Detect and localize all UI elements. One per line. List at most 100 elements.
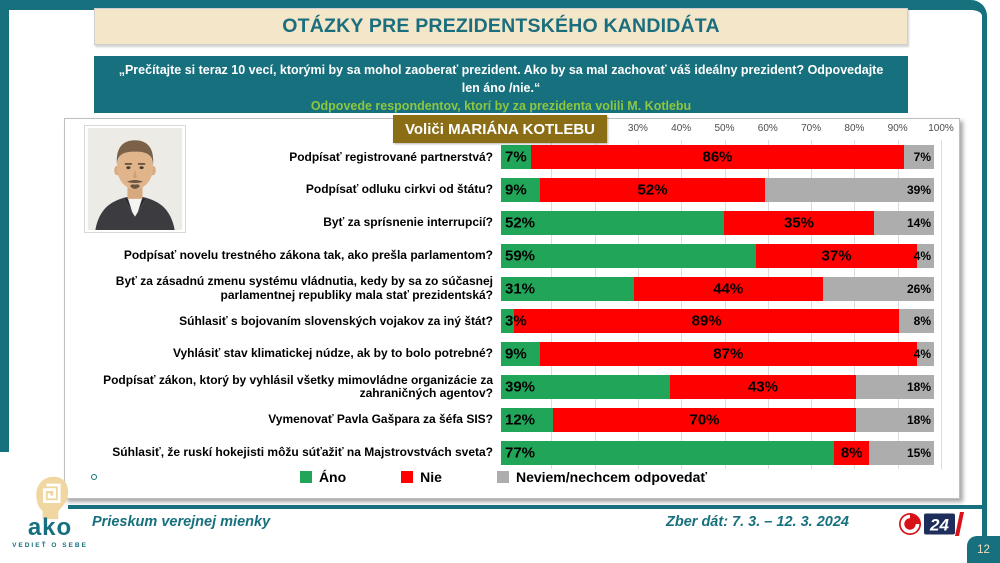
bar-value-label: 31% xyxy=(505,280,536,298)
voter-group-label: Voliči MARIÁNA KOTLEBU xyxy=(405,120,595,138)
gridline xyxy=(594,140,596,469)
footer-divider xyxy=(68,505,985,509)
bar-segment-ano: 3% xyxy=(501,309,527,334)
stacked-bar: 12% 70% 18% xyxy=(501,407,934,432)
bar-value-label: 52% xyxy=(637,181,668,199)
slide-frame-left-band xyxy=(0,0,9,452)
stacked-bar: 59% 37% 4% xyxy=(501,243,934,268)
survey-question-text: „Prečítajte si teraz 10 vecí, ktorými by… xyxy=(118,63,884,95)
bar-segment-neviem: 4% xyxy=(914,342,934,367)
chart-row: Podpísať novelu trestného zákona tak, ak… xyxy=(66,239,941,272)
bar-segment-nie: 44% xyxy=(633,276,823,301)
bar-segment-ano: 12% xyxy=(501,407,553,432)
stacked-bar: 9% 52% 39% xyxy=(501,178,934,203)
bar-segment-ano: 9% xyxy=(501,342,540,367)
chart-row: Podpísať odluku cirkvi od štátu? 9% 52% 39% xyxy=(66,174,941,207)
question-label: Súhlasiť, že ruskí hokejisti môžu súťaži… xyxy=(112,444,493,459)
gridline xyxy=(637,140,639,469)
chart-row: Súhlasiť, že ruskí hokejisti môžu súťaži… xyxy=(66,436,941,469)
question-label: Podpísať registrované partnerstvá? xyxy=(289,149,493,164)
bar-value-label: 43% xyxy=(747,378,778,396)
chart-row: Byť za sprísnenie interrupcií? 52% 35% 14% xyxy=(66,207,941,240)
legend-swatch-icon xyxy=(401,471,414,483)
legend-label: Áno xyxy=(318,469,347,485)
gridline xyxy=(767,140,769,469)
plot-gridlines xyxy=(508,140,942,469)
bar-segment-nie: 43% xyxy=(669,374,857,399)
bar-segment-neviem: 8% xyxy=(899,309,934,334)
axis-tick-label: 50% xyxy=(714,123,735,134)
bar-value-label: 39% xyxy=(505,378,536,396)
page-number: 12 xyxy=(977,543,990,556)
gridline xyxy=(811,140,813,469)
title-box: OTÁZKY PRE PREZIDENTSKÉHO KANDIDÁTA xyxy=(94,8,908,45)
chart-row: Vymenovať Pavla Gašpara za šéfa SIS? 12% 7… xyxy=(66,403,941,436)
bar-value-label: 35% xyxy=(783,214,814,232)
bar-segment-ano: 77% xyxy=(501,440,835,465)
question-label: Podpísať zákon, ktorý by vyhlásil všetky… xyxy=(103,372,493,400)
gridline xyxy=(551,140,553,469)
registered-mark-icon xyxy=(91,474,97,480)
stacked-bar: 7% 86% 7% xyxy=(501,145,934,170)
bar-segment-neviem: 4% xyxy=(913,243,934,268)
bar-value-label: 15% xyxy=(906,445,931,460)
question-label: Podpísať odluku cirkvi od štátu? xyxy=(305,182,493,197)
bar-value-label: 8% xyxy=(913,314,931,329)
tv-channel-logo: 24 xyxy=(896,510,968,538)
bar-segment-nie: 87% xyxy=(539,342,917,367)
stacked-bar: 39% 43% 18% xyxy=(501,374,934,399)
gridline xyxy=(941,140,942,469)
bar-segment-ano: 31% xyxy=(501,276,634,301)
candidate-portrait-illustration xyxy=(87,128,183,230)
bar-value-label: 87% xyxy=(713,345,744,363)
bar-segment-nie: 70% xyxy=(552,407,857,432)
bar-segment-ano: 59% xyxy=(501,243,757,268)
bar-segment-ano: 52% xyxy=(501,210,724,235)
legend-item: Áno xyxy=(299,469,347,485)
axis-tick-label: 40% xyxy=(671,123,692,134)
axis-tick-label: 100% xyxy=(928,123,954,134)
tv24-number: 24 xyxy=(929,516,949,535)
chart-row: Byť za zásadnú zmenu systému vládnutia, … xyxy=(66,272,941,305)
bar-value-label: 86% xyxy=(702,148,733,166)
bar-segment-neviem: 18% xyxy=(856,407,934,432)
bar-segment-neviem: 39% xyxy=(765,178,934,203)
tv24-logo-icon: 24 xyxy=(899,512,964,536)
bar-segment-nie: 86% xyxy=(531,145,904,170)
stacked-bar: 3% 89% 8% xyxy=(501,309,934,334)
bar-segment-ano: 7% xyxy=(501,145,532,170)
stacked-bar: 52% 35% 14% xyxy=(501,210,934,235)
bar-value-label: 7% xyxy=(505,148,527,166)
stacked-bar: 77% 8% 15% xyxy=(501,440,934,465)
legend-swatch-icon xyxy=(496,471,509,483)
bar-segment-neviem: 7% xyxy=(903,145,934,170)
question-label: Byť za zásadnú zmenu systému vládnutia, … xyxy=(115,274,493,302)
bar-value-label: 9% xyxy=(505,345,527,363)
bar-segment-neviem: 26% xyxy=(822,276,935,301)
bar-value-label: 59% xyxy=(505,247,536,265)
stacked-bar: 9% 87% 4% xyxy=(501,342,934,367)
question-label: Byť za sprísnenie interrupcií? xyxy=(323,215,493,230)
chart-row: Podpísať zákon, ktorý by vyhlásil všetky… xyxy=(66,371,941,404)
bar-segment-neviem: 15% xyxy=(869,440,934,465)
gridline xyxy=(681,140,683,469)
bar-segment-nie: 35% xyxy=(723,210,874,235)
chart-row: Súhlasiť s bojovaním slovenských vojakov… xyxy=(66,305,941,338)
chart-row: Vyhlásiť stav klimatickej núdze, ak by t… xyxy=(66,338,941,371)
legend-label: Neviem/nechcem odpovedať xyxy=(515,469,708,485)
bar-value-label: 3% xyxy=(505,312,527,330)
question-label: Vymenovať Pavla Gašpara za šéfa SIS? xyxy=(268,412,493,427)
bar-value-label: 18% xyxy=(906,412,931,427)
bar-value-label: 39% xyxy=(906,183,931,198)
bar-value-label: 44% xyxy=(713,280,744,298)
question-label: Súhlasiť s bojovaním slovenských vojakov… xyxy=(179,313,493,328)
candidate-photo xyxy=(84,125,186,233)
bar-segment-nie: 52% xyxy=(539,178,766,203)
bar-value-label: 26% xyxy=(906,281,932,296)
bar-segment-nie: 89% xyxy=(513,309,900,334)
chart-rows: Podpísať registrované partnerstvá? 7% 86% 7… xyxy=(66,141,941,469)
question-label: Podpísať novelu trestného zákona tak, ak… xyxy=(123,248,493,263)
bar-value-label: 12% xyxy=(505,411,536,429)
bar-value-label: 4% xyxy=(913,248,931,263)
bar-segment-ano: 39% xyxy=(501,374,670,399)
